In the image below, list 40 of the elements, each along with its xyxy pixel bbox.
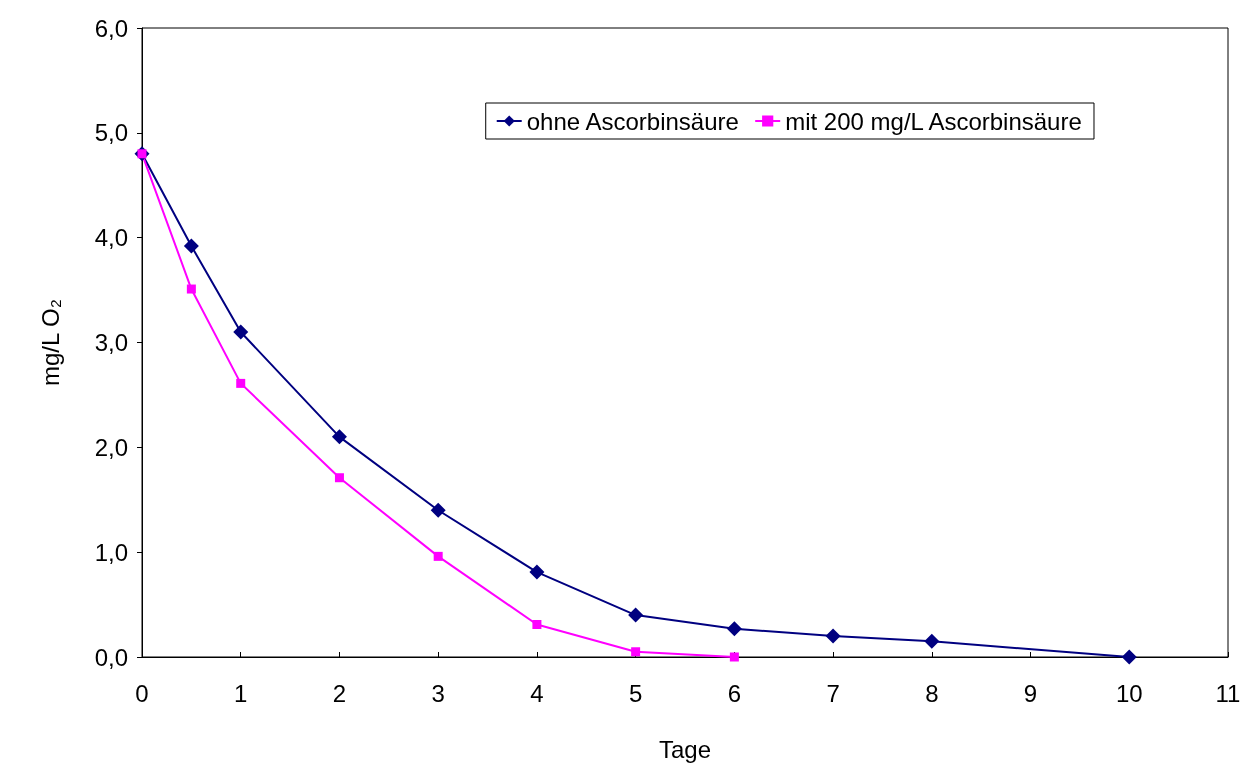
point xyxy=(825,628,841,644)
x-tick-label: 9 xyxy=(1023,679,1038,707)
x-tick-label: 3 xyxy=(431,679,445,707)
x-tick-label: 5 xyxy=(628,679,643,707)
x-tick-label: 8 xyxy=(925,679,939,707)
point xyxy=(186,284,196,294)
x-tick-label: 4 xyxy=(530,679,544,707)
point xyxy=(529,564,545,580)
y-tick-label: 1,0 xyxy=(94,538,128,566)
y-tick-label: 6,0 xyxy=(94,14,128,42)
y-tick-label: 2,0 xyxy=(94,433,128,461)
y-tick-label: 3,0 xyxy=(94,329,128,356)
legend-label: ohne Ascorbinsäure xyxy=(526,107,739,135)
point xyxy=(233,324,249,340)
x-tick-label: 0 xyxy=(135,679,149,707)
point xyxy=(433,551,443,561)
x-tick-label: 1 xyxy=(234,679,248,707)
y-tick-label: 5,0 xyxy=(94,119,128,147)
x-tick-label: 6 xyxy=(727,679,742,707)
point xyxy=(236,378,246,388)
point xyxy=(334,473,344,483)
x-tick-label: 2 xyxy=(332,679,347,707)
x-tick-label: 11 xyxy=(1215,679,1241,707)
point xyxy=(729,652,739,662)
y-tick-label: 0,0 xyxy=(94,643,128,671)
y-axis-title: mg/L O₂ xyxy=(36,298,64,387)
point xyxy=(183,238,199,254)
x-tick-label: 7 xyxy=(826,679,840,707)
point xyxy=(924,633,940,649)
x-axis-title: Tage xyxy=(658,735,712,763)
point xyxy=(331,429,347,445)
legend-label: mit 200 mg/L Ascorbinsäure xyxy=(785,107,1082,135)
point xyxy=(726,621,742,637)
point xyxy=(628,607,644,623)
point xyxy=(430,502,446,518)
x-tick-label: 10 xyxy=(1115,679,1143,707)
point xyxy=(532,620,542,629)
y-tick-label: 4,0 xyxy=(94,224,128,252)
point xyxy=(1121,649,1137,665)
point xyxy=(631,647,641,657)
